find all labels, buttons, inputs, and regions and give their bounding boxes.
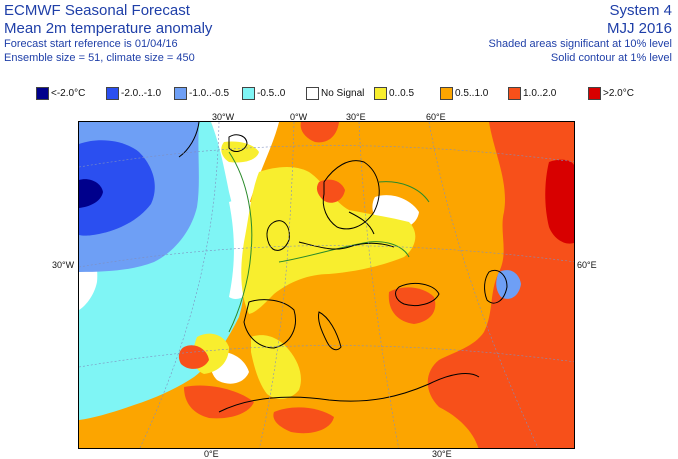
coastline-uk (266, 220, 290, 251)
legend-label: -2.0..-1.0 (121, 88, 162, 99)
contour-significance (228, 151, 253, 333)
parallel-south (79, 345, 574, 368)
coastline-europe-north (298, 241, 395, 250)
legend-swatch (588, 87, 601, 100)
zone-yellow-europe (241, 167, 416, 314)
axis-label-right-60e: 60°E (577, 260, 597, 270)
forecast-start-text: Forecast start reference is 01/04/16 (4, 38, 178, 50)
parallel-mid (79, 245, 574, 268)
period-label: MJJ 2016 (606, 20, 672, 37)
anomaly-map-svg (79, 122, 574, 448)
coastline-scandinavia (322, 160, 380, 230)
legend-label: <-2.0°C (51, 88, 86, 99)
coastline-italy (318, 311, 342, 351)
page-title: ECMWF Seasonal Forecast (4, 2, 190, 19)
zone-yellow-north (221, 141, 259, 163)
meridian-60e (428, 122, 539, 448)
coastlines (178, 122, 508, 413)
meridian-0 (259, 122, 295, 448)
zone-yellow-med (251, 335, 301, 399)
axis-label-top-30w: 30°W (212, 112, 235, 122)
zone-red-north-coast (300, 122, 339, 143)
axis-label-top-60e: 60°E (426, 112, 446, 122)
system-label: System 4 (609, 2, 672, 19)
axis-label-top-30e: 30°E (346, 112, 366, 122)
zone-blue-atlantic (79, 140, 155, 236)
axis-label-top-0w: 0°W (290, 112, 308, 122)
zone-red-iberia (178, 345, 209, 369)
zone-darkred-east (545, 159, 574, 244)
legend-swatch (306, 87, 319, 100)
zone-lightblue-caspian (496, 270, 521, 299)
legend-label: -0.5..0 (257, 88, 286, 99)
axis-label-bottom-30e: 30°E (432, 449, 452, 459)
anomaly-map (78, 121, 575, 449)
coastline-baltic (348, 211, 375, 235)
zone-darkblue-atlantic (79, 179, 103, 208)
legend-label: -1.0..-0.5 (189, 88, 230, 99)
coastline-iceland (228, 134, 248, 152)
meridian-30e (358, 122, 399, 448)
axis-label-bottom-0e: 0°E (204, 449, 219, 459)
contour-note: Solid contour at 1% level (550, 52, 672, 64)
coastline-iberia (243, 299, 296, 349)
legend-swatch (242, 87, 255, 100)
graticule (79, 122, 574, 448)
legend-swatch (440, 87, 453, 100)
legend-swatch (174, 87, 187, 100)
legend-label: 0..0.5 (389, 88, 415, 99)
parallel-north (79, 145, 574, 168)
legend-swatch (36, 87, 49, 100)
contour-significance (378, 181, 430, 203)
zone-red-africa-west (184, 385, 254, 419)
legend-swatch (106, 87, 119, 100)
contour-significance (278, 241, 410, 263)
coastline-black-sea (395, 283, 440, 307)
map-subtitle: Mean 2m temperature anomaly (4, 20, 213, 37)
zone-red-africa-central (273, 407, 334, 434)
axis-label-left-30w: 30°W (52, 260, 75, 270)
ensemble-size-text: Ensemble size = 51, climate size = 450 (4, 52, 195, 64)
legend-label: No Signal (321, 88, 365, 99)
legend-swatch (508, 87, 521, 100)
significance-note: Shaded areas significant at 10% level (488, 38, 672, 50)
legend-swatch (374, 87, 387, 100)
legend-label: >2.0°C (603, 88, 634, 99)
coastline-africa-north (218, 373, 480, 413)
legend-label: 1.0..2.0 (523, 88, 557, 99)
coastline-caspian (484, 269, 508, 304)
legend-label: 0.5..1.0 (455, 88, 489, 99)
coastline-greenland (178, 122, 200, 158)
